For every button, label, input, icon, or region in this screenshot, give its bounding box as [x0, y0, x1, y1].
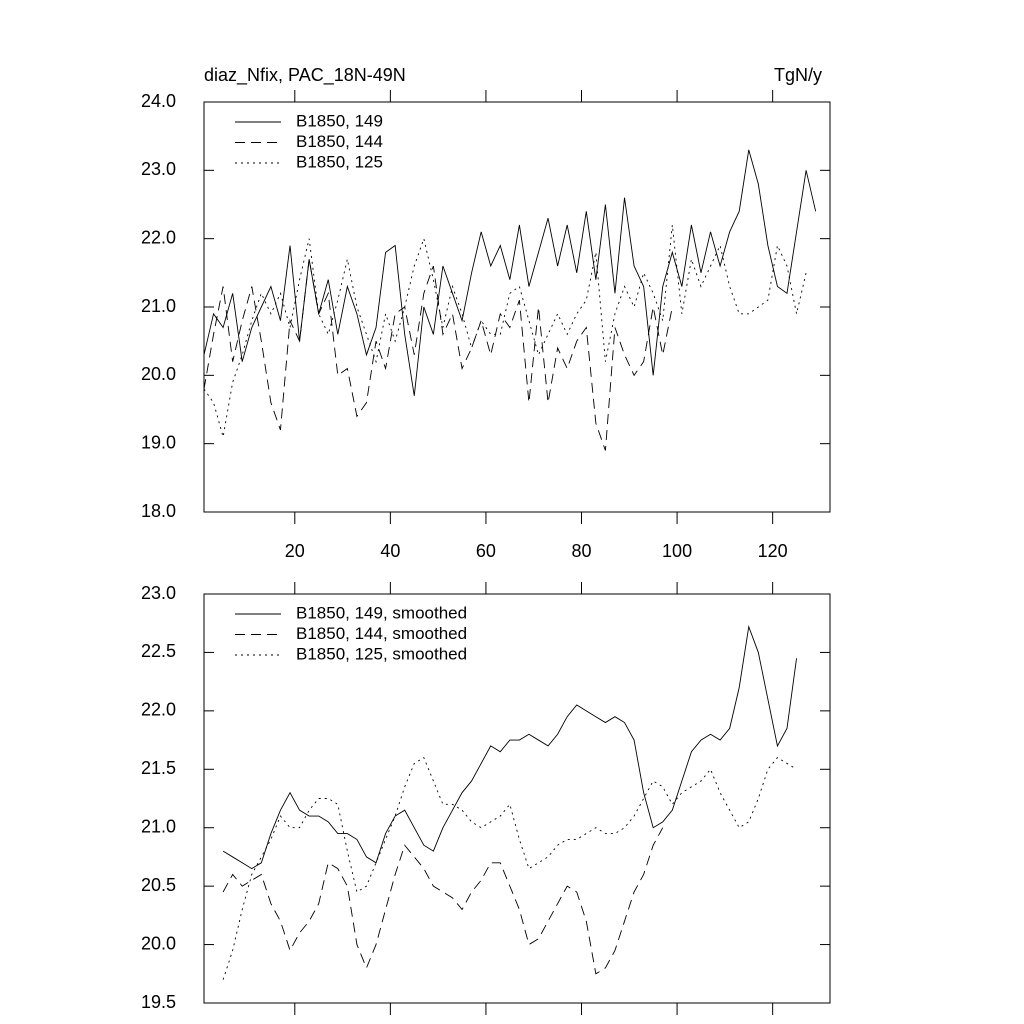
series-line [203, 224, 807, 437]
y-tick-label: 19.0 [141, 432, 176, 452]
x-tick-label: 120 [758, 541, 788, 561]
series-line [203, 149, 817, 396]
series-line [222, 624, 797, 870]
x-tick-label: 100 [662, 541, 692, 561]
x-tick-label: 80 [571, 541, 591, 561]
legend-label: B1850, 144 [296, 132, 383, 151]
y-tick-label: 23.0 [141, 583, 176, 603]
y-tick-label: 22.5 [141, 641, 176, 661]
y-tick-label: 21.0 [141, 296, 176, 316]
y-tick-label: 19.5 [141, 992, 176, 1012]
y-tick-label: 20.5 [141, 875, 176, 895]
y-tick-label: 22.0 [141, 227, 176, 247]
x-tick-label: 60 [476, 541, 496, 561]
y-tick-label: 24.0 [141, 91, 176, 111]
series-line [222, 827, 664, 975]
series-line [222, 756, 797, 980]
x-tick-label: 20 [285, 541, 305, 561]
legend-label: B1850, 149 [296, 111, 383, 130]
legend-label: B1850, 125, smoothed [296, 644, 467, 663]
y-tick-label: 20.0 [141, 364, 176, 384]
y-tick-label: 23.0 [141, 159, 176, 179]
y-tick-label: 20.0 [141, 933, 176, 953]
chart-title: diaz_Nfix, PAC_18N-49N [204, 65, 406, 86]
legend-label: B1850, 125 [296, 152, 383, 171]
x-tick-label: 40 [380, 541, 400, 561]
y-tick-label: 21.5 [141, 758, 176, 778]
series-line [203, 259, 673, 451]
y-tick-label: 18.0 [141, 501, 176, 521]
plot-frame [203, 593, 831, 1004]
legend-label: B1850, 144, smoothed [296, 624, 467, 643]
y-tick-label: 22.0 [141, 700, 176, 720]
legend-label: B1850, 149, smoothed [296, 603, 467, 622]
units-label: TgN/y [774, 65, 822, 85]
y-tick-label: 21.0 [141, 816, 176, 836]
